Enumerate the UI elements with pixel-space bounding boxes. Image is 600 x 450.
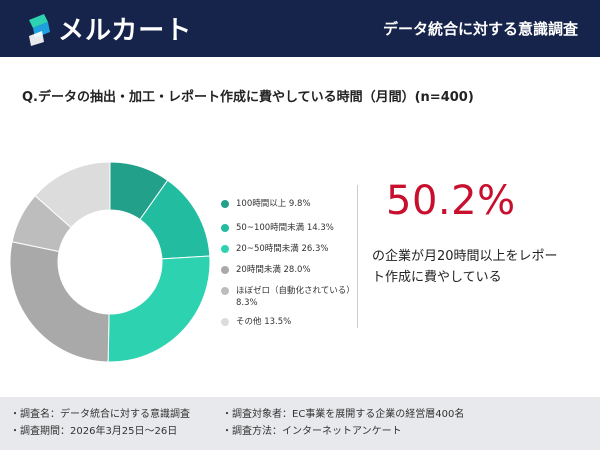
legend-label: 50~100時間未満 14.3%: [236, 223, 334, 233]
brand-name: メルカート: [58, 16, 193, 46]
highlight-text: の企業が月20時間以上をレポート作成に費やしている: [372, 249, 558, 285]
legend-swatch: [221, 266, 229, 274]
footer: ・調査名：データ統合に対する意識調査 ・調査対象者：EC事業を展開する企業の経営…: [0, 397, 600, 450]
brand-logo-icon: [29, 13, 50, 46]
legend-item: 50~100時間未満 14.3%: [221, 222, 351, 243]
header-bar: メルカート データ統合に対する意識調査: [0, 0, 600, 57]
donut-slice: [9, 241, 110, 363]
legend-item: 20時間未満 28.0%: [221, 264, 351, 285]
legend-label: 20時間未満 28.0%: [236, 265, 311, 275]
legend-swatch: [221, 224, 229, 232]
legend-label: 100時間以上 9.8%: [236, 199, 311, 209]
legend-swatch: [221, 287, 229, 295]
legend-item: 20~50時間未満 26.3%: [221, 243, 351, 264]
legend-label: 20~50時間未満 26.3%: [236, 244, 329, 254]
legend-label: その他 13.5%: [236, 317, 292, 327]
footer-survey-target: ・調査対象者：EC事業を展開する企業の経営層400名: [222, 409, 465, 420]
legend-swatch: [221, 245, 229, 253]
brand: メルカート: [26, 10, 192, 47]
legend-swatch: [221, 200, 229, 208]
footer-survey-method: ・調査方法：インターネットアンケート: [222, 426, 402, 437]
legend-label: ほぼゼロ（自動化されている）8.3%: [236, 286, 351, 308]
footer-survey-period: ・調査期間：2026年3月25日〜26日: [10, 426, 178, 437]
highlight-value: 50.2%: [386, 178, 516, 224]
question-title: Q.データの抽出・加工・レポート作成に費やしている時間（月間）(n=400): [22, 90, 474, 105]
chart-legend: 100時間以上 9.8% 50~100時間未満 14.3% 20~50時間未満 …: [221, 198, 351, 330]
legend-item: ほぼゼロ（自動化されている）8.3%: [221, 285, 351, 316]
legend-item: 100時間以上 9.8%: [221, 198, 351, 222]
legend-item: その他 13.5%: [221, 316, 351, 330]
footer-row: ・調査期間：2026年3月25日〜26日 ・調査方法：インターネットアンケート: [10, 423, 600, 440]
footer-survey-name: ・調査名：データ統合に対する意識調査: [10, 409, 190, 420]
divider: [357, 185, 358, 328]
donut-slice: [107, 255, 211, 363]
legend-swatch: [221, 318, 229, 326]
footer-row: ・調査名：データ統合に対する意識調査 ・調査対象者：EC事業を展開する企業の経営…: [10, 406, 600, 423]
donut-slice: [34, 161, 111, 229]
header-title: データ統合に対する意識調査: [382, 20, 578, 38]
donut-chart: [9, 161, 211, 363]
